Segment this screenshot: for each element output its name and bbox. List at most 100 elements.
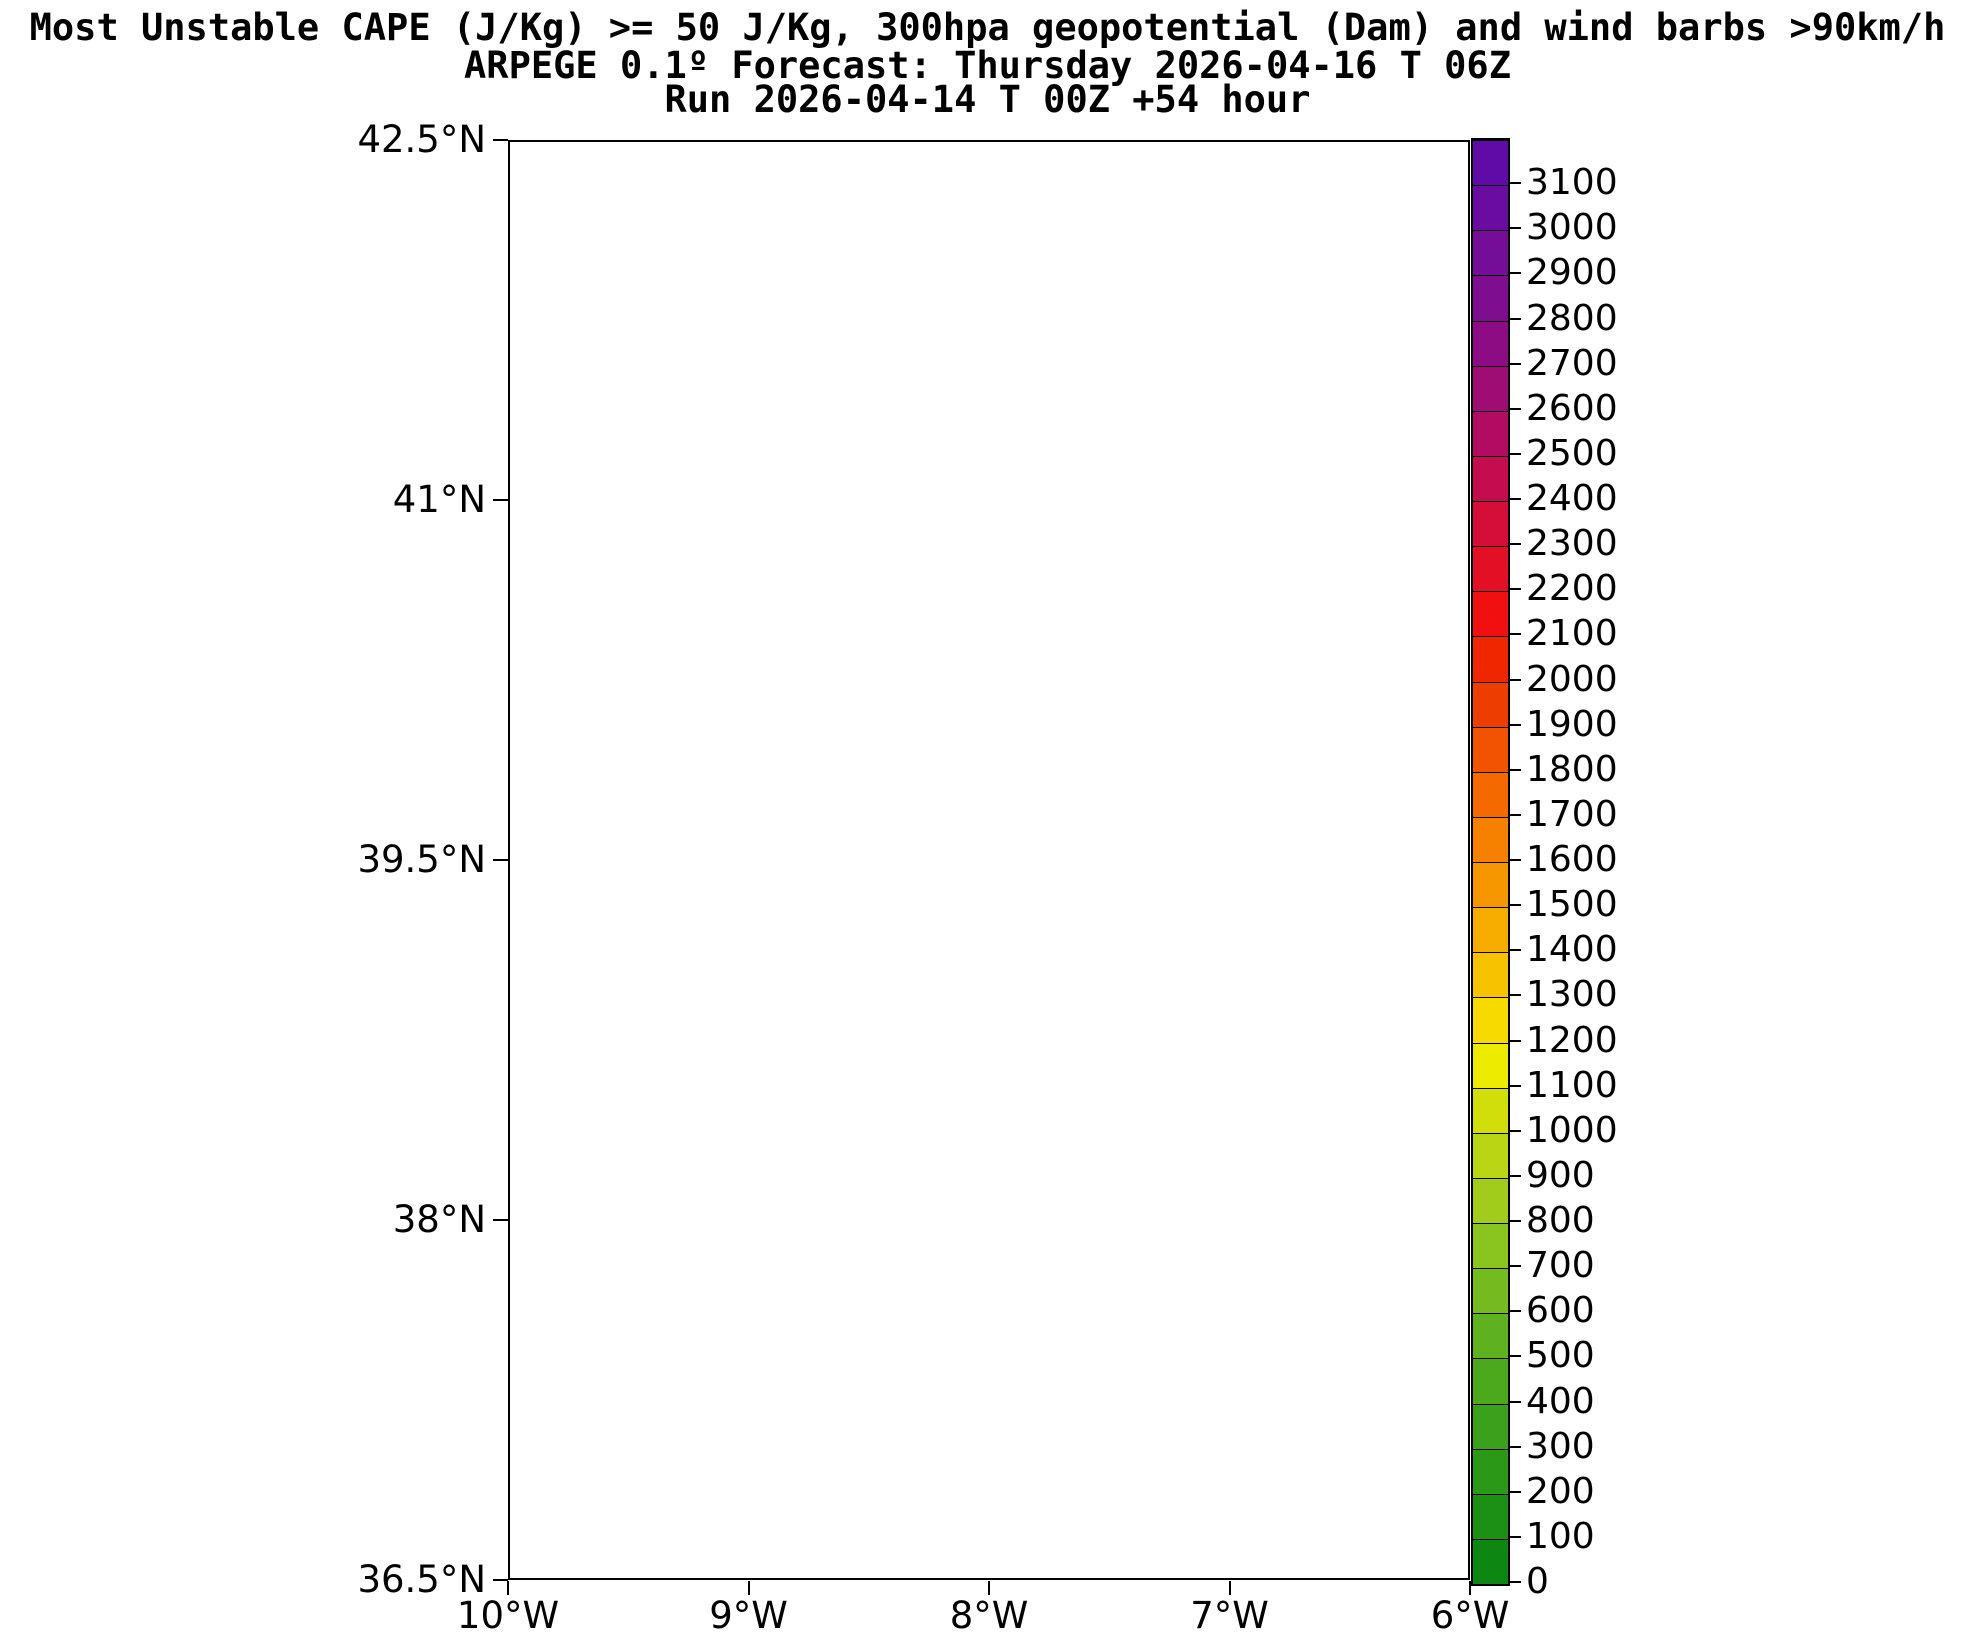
colorbar-tick-mark: [1508, 407, 1521, 410]
colorbar-bin: [1473, 862, 1508, 908]
y-tick-mark: [493, 1219, 508, 1221]
x-tick-label: 7°W: [1190, 1594, 1269, 1637]
colorbar-bin: [1473, 320, 1508, 366]
colorbar-tick-label: 700: [1526, 1245, 1595, 1287]
colorbar-tick-label: 400: [1526, 1380, 1595, 1422]
colorbar-bin: [1473, 1313, 1508, 1359]
colorbar-bin: [1473, 952, 1508, 998]
colorbar-tick-mark: [1508, 723, 1521, 726]
colorbar-tick-mark: [1508, 1445, 1521, 1448]
chart-subtitle-run: Run 2026-04-14 T 00Z +54 hour: [664, 78, 1311, 121]
colorbar-tick-mark: [1508, 994, 1521, 997]
colorbar-bin: [1473, 1448, 1508, 1494]
colorbar-tick-mark: [1508, 633, 1521, 636]
colorbar-tick-label: 1600: [1526, 839, 1618, 880]
x-tick-mark: [1228, 1581, 1231, 1595]
x-tick-label: 8°W: [949, 1594, 1029, 1637]
colorbar-tick-label: 800: [1526, 1200, 1595, 1241]
x-tick-mark: [507, 1581, 509, 1595]
colorbar-bin: [1473, 501, 1508, 547]
colorbar-tick-mark: [1508, 859, 1521, 861]
x-tick-mark: [747, 1581, 750, 1595]
colorbar-tick-label: 500: [1526, 1335, 1595, 1377]
colorbar-bin: [1473, 997, 1508, 1043]
chart-subtitle-forecast: ARPEGE 0.1º Forecast: Thursday 2026-04-1…: [464, 44, 1511, 87]
colorbar-tick-mark: [1508, 813, 1521, 816]
y-tick-mark: [493, 499, 508, 501]
colorbar-tick-label: 300: [1526, 1425, 1595, 1467]
map-plot-area: [508, 140, 1470, 1580]
colorbar-tick-label: 2600: [1526, 387, 1618, 429]
colorbar-tick-mark: [1508, 317, 1521, 320]
colorbar-bin: [1473, 275, 1508, 321]
colorbar-bin: [1473, 726, 1508, 772]
colorbar-tick-label: 3000: [1526, 207, 1618, 249]
colorbar-tick-label: 2800: [1526, 297, 1618, 339]
colorbar-bin: [1473, 1538, 1508, 1584]
colorbar-tick-mark: [1508, 1220, 1521, 1222]
colorbar-tick-mark: [1508, 678, 1521, 681]
colorbar-tick-mark: [1508, 182, 1521, 185]
colorbar-bin: [1473, 771, 1508, 817]
colorbar-tick-label: 200: [1526, 1470, 1595, 1512]
colorbar-bin: [1473, 546, 1508, 592]
x-tick-label: 10°W: [456, 1594, 560, 1637]
colorbar-bin: [1473, 1177, 1508, 1223]
colorbar-tick-mark: [1508, 452, 1521, 455]
colorbar-tick-label: 1700: [1526, 793, 1618, 835]
colorbar-tick-mark: [1508, 1174, 1521, 1177]
colorbar-bin: [1473, 591, 1508, 637]
colorbar-tick-label: 1500: [1526, 884, 1618, 926]
colorbar-tick-label: 2900: [1526, 252, 1618, 294]
y-tick-mark: [493, 859, 508, 861]
x-tick-mark: [1469, 1581, 1471, 1595]
x-tick-mark: [988, 1581, 990, 1595]
colorbar-tick-mark: [1508, 1535, 1521, 1538]
colorbar-tick-label: 1100: [1526, 1064, 1618, 1106]
colorbar-tick-label: 1800: [1526, 748, 1618, 790]
colorbar-bin: [1473, 1268, 1508, 1314]
colorbar-tick-label: 2000: [1526, 658, 1618, 700]
colorbar-tick-label: 1300: [1526, 974, 1618, 1016]
colorbar-tick-label: 2700: [1526, 342, 1618, 384]
x-tick-label: 6°W: [1430, 1594, 1510, 1637]
colorbar-tick-mark: [1508, 1355, 1521, 1358]
colorbar-tick-label: 1200: [1526, 1019, 1618, 1061]
x-tick-label: 9°W: [709, 1594, 788, 1637]
colorbar-bin: [1473, 365, 1508, 411]
colorbar-bin: [1473, 185, 1508, 231]
colorbar-tick-mark: [1508, 588, 1521, 591]
colorbar-tick-label: 1400: [1526, 929, 1618, 971]
colorbar-tick-mark: [1508, 949, 1521, 952]
colorbar-tick-label: 600: [1526, 1290, 1595, 1332]
colorbar-tick-label: 1900: [1526, 703, 1618, 745]
colorbar-bin: [1473, 636, 1508, 682]
y-tick-label: 36.5°N: [357, 1558, 486, 1601]
colorbar-tick-mark: [1508, 1581, 1521, 1583]
colorbar-bin: [1473, 1087, 1508, 1133]
colorbar-tick-mark: [1508, 1265, 1521, 1268]
colorbar-tick-label: 1000: [1526, 1109, 1618, 1151]
colorbar-tick-mark: [1508, 1039, 1521, 1042]
colorbar-bin: [1473, 907, 1508, 953]
colorbar-tick-label: 0: [1526, 1561, 1549, 1602]
y-tick-mark: [493, 139, 508, 141]
y-tick-mark: [493, 1579, 508, 1581]
colorbar-tick-label: 100: [1526, 1515, 1595, 1557]
colorbar-tick-mark: [1508, 1129, 1521, 1132]
colorbar-tick-label: 2400: [1526, 478, 1618, 519]
y-tick-label: 39.5°N: [357, 838, 486, 881]
y-tick-label: 42.5°N: [357, 118, 486, 161]
colorbar-tick-label: 2300: [1526, 523, 1618, 565]
colorbar-bin: [1473, 230, 1508, 276]
colorbar-tick-label: 900: [1526, 1154, 1595, 1196]
colorbar-tick-label: 2200: [1526, 568, 1618, 610]
y-tick-label: 41°N: [392, 478, 486, 521]
colorbar-bin: [1473, 1042, 1508, 1088]
colorbar-tick-mark: [1508, 272, 1521, 275]
colorbar-tick-label: 2100: [1526, 613, 1618, 655]
colorbar-tick-label: 2500: [1526, 432, 1618, 474]
colorbar-bin: [1473, 410, 1508, 456]
colorbar-tick-label: 3100: [1526, 162, 1618, 204]
